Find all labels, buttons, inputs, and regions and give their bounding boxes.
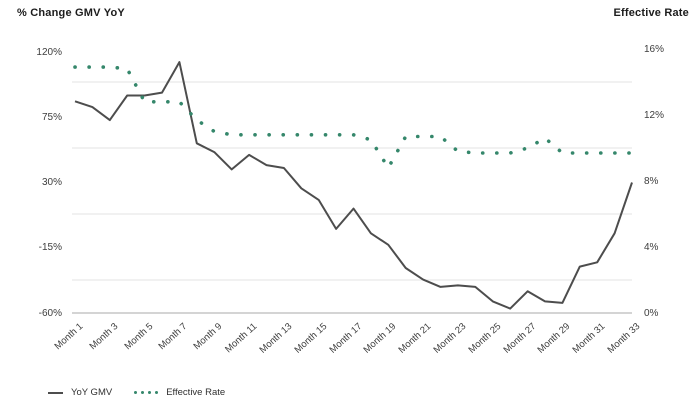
left-axis-tick-label: -15% (38, 242, 62, 254)
right-axis-tick-label: 4% (644, 241, 659, 253)
legend-item-effective-rate: Effective Rate (134, 387, 225, 398)
left-axis-tick-label: 120% (36, 46, 62, 58)
right-axis-title: Effective Rate (613, 7, 689, 19)
right-axis-tick-label: 16% (644, 43, 665, 55)
solid-line-swatch-icon (48, 391, 63, 394)
legend-item-yoy-gmv: YoY GMV (48, 387, 112, 398)
legend: YoY GMV Effective Rate (48, 387, 225, 398)
right-axis-tick-label: 8% (644, 175, 659, 187)
effective-rate-dotted-line (73, 65, 634, 170)
right-axis-tick-label: 0% (644, 307, 659, 319)
dotted-line-swatch-icon (134, 391, 159, 394)
left-axis-tick-label: 30% (41, 177, 62, 188)
left-axis-tick-label: -60% (38, 307, 62, 319)
left-axis-tick-label: 75% (41, 111, 62, 123)
legend-label-yoy-gmv: YoY GMV (71, 387, 113, 398)
yoy-gmv-line (74, 61, 633, 310)
legend-label-effective-rate: Effective Rate (166, 387, 226, 398)
left-axis-title: % Change GMV YoY (17, 7, 125, 19)
right-axis-tick-label: 12% (644, 109, 665, 121)
